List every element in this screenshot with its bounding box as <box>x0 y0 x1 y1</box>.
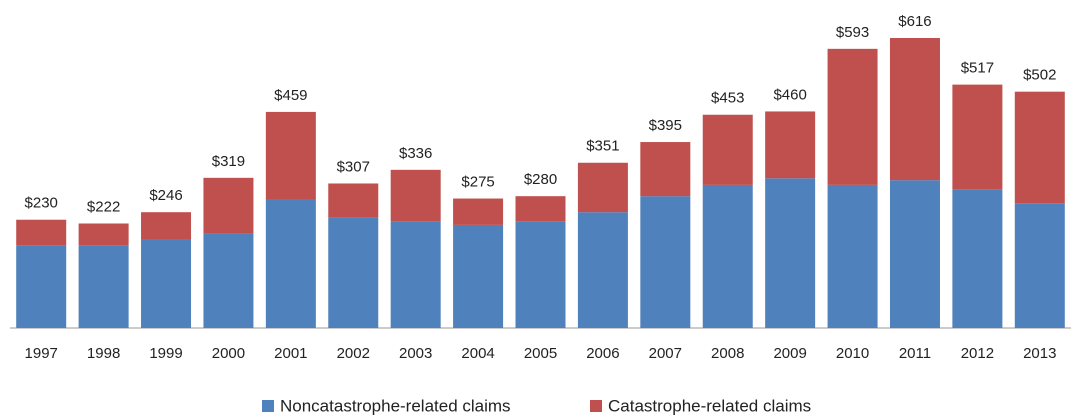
x-tick-label: 2008 <box>711 345 744 362</box>
bar-segment <box>78 223 129 246</box>
bar-segment <box>765 178 816 328</box>
total-label: $275 <box>461 174 494 191</box>
bar-segment <box>141 239 192 328</box>
total-label: $593 <box>836 24 869 41</box>
x-tick-label: 1997 <box>25 345 58 362</box>
bar-segment <box>827 48 878 185</box>
bar-segment <box>765 111 816 179</box>
total-label: $319 <box>212 153 245 170</box>
bar-segment <box>515 221 566 328</box>
legend-label: Noncatastrophe-related claims <box>280 396 511 415</box>
bar-segment <box>453 224 504 328</box>
bar-segment <box>390 221 441 328</box>
x-tick-label: 1998 <box>87 345 120 362</box>
total-label: $222 <box>87 198 120 215</box>
bar-segment <box>203 177 254 234</box>
bar-segment <box>265 199 316 328</box>
x-tick-label: 2002 <box>337 345 370 362</box>
bar-segment <box>702 114 753 185</box>
legend-swatch <box>262 400 274 412</box>
total-label: $459 <box>274 87 307 104</box>
bar-segment <box>1014 203 1065 328</box>
total-label: $246 <box>149 187 182 204</box>
bar-segment <box>889 180 940 328</box>
total-label: $460 <box>773 86 806 103</box>
x-tick-label: 2011 <box>899 345 931 362</box>
x-tick-label: 2010 <box>836 345 869 362</box>
total-label: $517 <box>961 60 994 77</box>
total-label: $395 <box>649 117 682 134</box>
bar-segment <box>390 169 441 222</box>
x-tick-label: 2009 <box>773 345 806 362</box>
legend-label: Catastrophe-related claims <box>608 396 811 415</box>
total-label: $502 <box>1023 67 1056 84</box>
bar-segment <box>577 212 628 328</box>
x-tick-label: 2006 <box>586 345 619 362</box>
x-tick-label: 2013 <box>1023 345 1056 362</box>
x-tick-label: 2005 <box>524 345 557 362</box>
x-tick-label: 2000 <box>212 345 245 362</box>
bar-segment <box>453 198 504 225</box>
bar-segment <box>640 196 691 328</box>
bar-segment <box>265 111 316 200</box>
bar-segment <box>827 184 878 328</box>
x-tick-label: 2001 <box>274 345 307 362</box>
total-label: $351 <box>586 138 619 155</box>
legend-swatch <box>590 400 602 412</box>
bar-segment <box>203 233 254 328</box>
total-label: $336 <box>399 145 432 162</box>
bar-segment <box>952 84 1003 190</box>
x-tick-label: 2004 <box>461 345 494 362</box>
bar-segment <box>141 212 192 240</box>
total-label: $280 <box>524 171 557 188</box>
total-label: $307 <box>337 158 370 175</box>
x-tick-label: 1999 <box>149 345 182 362</box>
total-label: $453 <box>711 90 744 107</box>
bar-segment <box>328 183 379 218</box>
bar-segment <box>577 162 628 213</box>
bar-segment <box>1014 91 1065 204</box>
bar-segment <box>328 217 379 328</box>
x-tick-label: 2012 <box>961 345 994 362</box>
bar-segment <box>16 219 67 246</box>
bar-segment <box>16 245 67 328</box>
x-tick-label: 2003 <box>399 345 432 362</box>
bar-segment <box>889 38 940 181</box>
bar-segment <box>515 196 566 222</box>
bar-segment <box>702 184 753 328</box>
bar-segment <box>640 142 691 197</box>
bar-segment <box>78 245 129 328</box>
x-tick-label: 2007 <box>649 345 682 362</box>
total-label: $230 <box>25 195 58 212</box>
bar-segment <box>952 189 1003 328</box>
total-label: $616 <box>898 13 931 30</box>
